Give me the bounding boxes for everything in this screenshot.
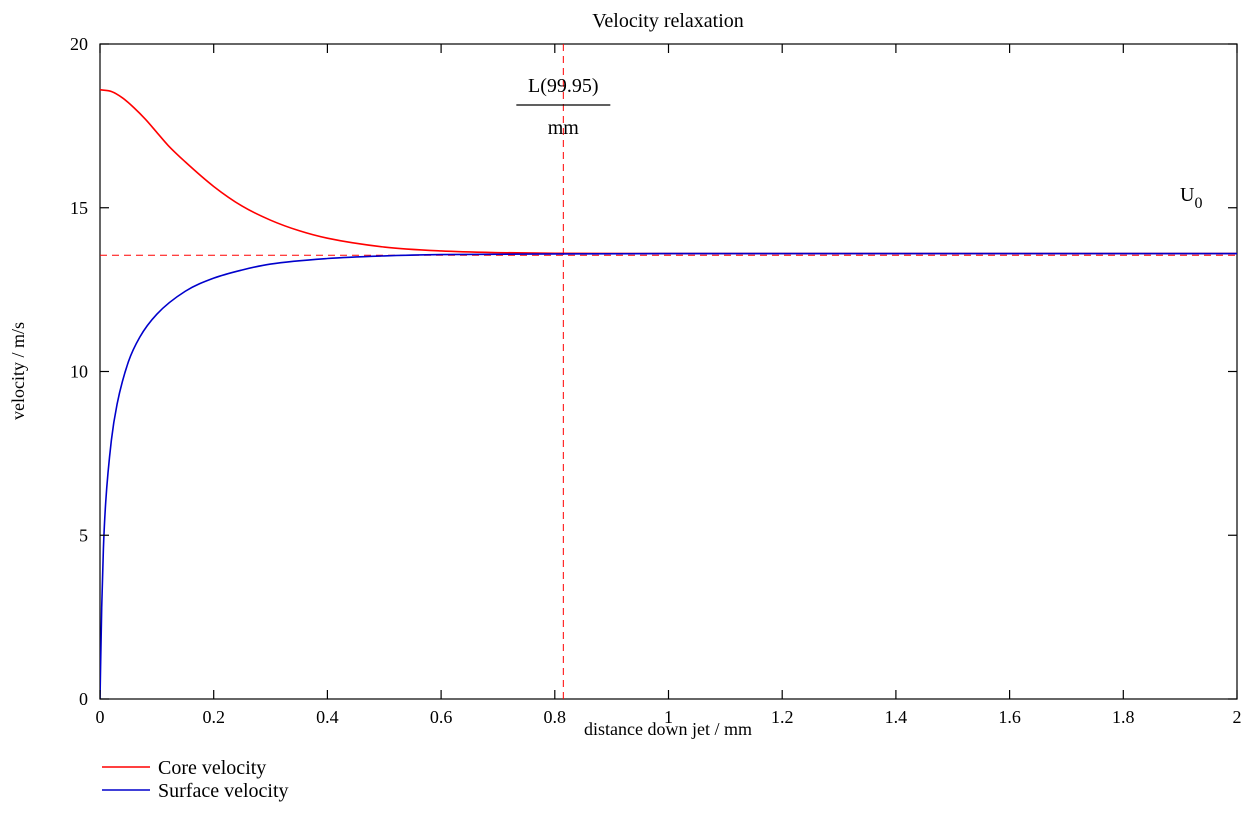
annotation-u0: U0 [1180, 184, 1202, 212]
horizontal-ref-annotation: U0 [1180, 184, 1202, 212]
plot-frame [99, 43, 1238, 700]
y-tick-label: 20 [70, 34, 88, 54]
annotation-u0-sub: 0 [1194, 195, 1202, 212]
x-axis-label: distance down jet / mm [584, 719, 752, 739]
x-tick-label: 1.4 [885, 707, 908, 727]
series-core-velocity [100, 89, 1237, 255]
x-tick-label: 1.6 [998, 707, 1021, 727]
y-tick-label: 10 [70, 362, 88, 382]
chart-title: Velocity relaxation [592, 10, 744, 32]
x-tick-label: 0.8 [544, 707, 567, 727]
y-tick-label: 0 [79, 689, 88, 709]
x-tick-label: 1.8 [1112, 707, 1135, 727]
x-tick-label: 1.2 [771, 707, 794, 727]
x-tick-label: 0.4 [316, 707, 339, 727]
x-tick-label: 2 [1233, 707, 1242, 727]
legend: Core velocity Surface velocity [102, 757, 289, 802]
y-axis-label: velocity / m/s [8, 322, 28, 420]
vertical-ref-annotation: L(99.95) mm [516, 75, 611, 139]
legend-label-surface: Surface velocity [158, 780, 289, 802]
y-tick-labels: 0 5 10 15 20 [70, 34, 88, 709]
reference-lines [100, 44, 1237, 699]
x-tick-label: 0.6 [430, 707, 453, 727]
y-tick-label: 15 [70, 198, 88, 218]
annotation-denominator: mm [548, 117, 580, 139]
series-surface-velocity [100, 252, 1237, 699]
legend-label-core: Core velocity [158, 757, 266, 779]
axis-ticks [99, 43, 1238, 700]
annotation-u0-main: U [1180, 184, 1195, 206]
x-tick-label: 0 [96, 707, 105, 727]
x-tick-labels: 0 0.2 0.4 0.6 0.8 1 1.2 1.4 1.6 1.8 2 [96, 707, 1242, 727]
series-lines [100, 89, 1237, 699]
x-tick-label: 1 [664, 707, 673, 727]
y-tick-label: 5 [79, 525, 88, 545]
x-tick-label: 0.2 [202, 707, 225, 727]
annotation-numerator: L(99.95) [528, 75, 599, 97]
